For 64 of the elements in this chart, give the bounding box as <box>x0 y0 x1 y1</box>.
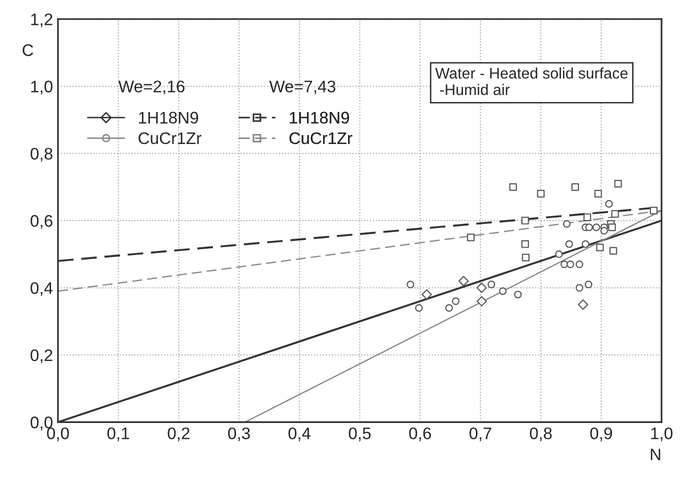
point <box>608 224 616 232</box>
y-tick-label: 0,4 <box>30 282 53 296</box>
point <box>422 289 432 300</box>
x-tick-label: 0,3 <box>228 427 250 442</box>
point <box>566 260 574 268</box>
y-tick-label: 0,8 <box>30 148 52 162</box>
point <box>445 304 453 312</box>
annotation: We=7,43 <box>269 80 336 94</box>
x-tick-label: 0,8 <box>530 427 552 442</box>
point <box>521 240 529 248</box>
x-tick-label: 1,0 <box>651 427 672 442</box>
annotation: Water - Heated solid surface -Humid air <box>435 67 628 96</box>
annotation: We=2,16 <box>118 80 184 94</box>
point <box>592 224 600 232</box>
point <box>578 299 588 310</box>
point <box>605 200 613 208</box>
point <box>452 297 460 306</box>
point <box>555 250 563 258</box>
point <box>514 290 522 298</box>
point <box>571 183 580 191</box>
point <box>415 304 423 312</box>
legend-label: CuCr1Zr <box>289 132 352 144</box>
point <box>406 280 414 288</box>
point <box>562 220 571 228</box>
point <box>650 206 658 214</box>
x-tick-label: 0,4 <box>288 427 310 442</box>
x-axis-title: N <box>650 448 660 460</box>
point <box>565 240 574 248</box>
point <box>521 216 529 224</box>
point <box>583 213 592 222</box>
point <box>584 280 592 288</box>
y-tick-label: 0,6 <box>30 215 52 229</box>
x-tick-label: 0,6 <box>409 427 431 442</box>
y-tick-label: 1,2 <box>31 13 52 28</box>
legend-label: 1H18N9 <box>139 112 198 124</box>
point <box>476 282 487 293</box>
point <box>582 240 590 248</box>
y-tick-label: 0,2 <box>30 349 52 364</box>
point <box>585 224 593 232</box>
point <box>458 276 469 286</box>
x-tick-label: 0,5 <box>348 427 371 442</box>
y-tick-label: 1,0 <box>31 80 52 94</box>
x-tick-label: 0,1 <box>107 427 130 442</box>
x-tick-label: 0,2 <box>168 427 190 442</box>
point <box>611 210 619 218</box>
legend-label: 1H18N9 <box>290 112 349 124</box>
point <box>537 190 545 198</box>
point <box>509 183 517 191</box>
point <box>498 287 507 295</box>
point <box>609 247 618 255</box>
y-axis-title: C <box>22 44 34 56</box>
point <box>488 280 496 288</box>
x-tick-label: 0,9 <box>590 427 612 442</box>
point <box>467 234 475 242</box>
point <box>600 226 608 234</box>
point <box>576 260 584 268</box>
x-tick-label: 0,7 <box>470 427 492 442</box>
point <box>596 244 604 252</box>
point <box>522 254 530 262</box>
legend-label: CuCr1Zr <box>138 132 202 144</box>
point <box>476 296 487 306</box>
point <box>614 180 622 188</box>
point <box>576 284 584 292</box>
point <box>594 190 602 198</box>
